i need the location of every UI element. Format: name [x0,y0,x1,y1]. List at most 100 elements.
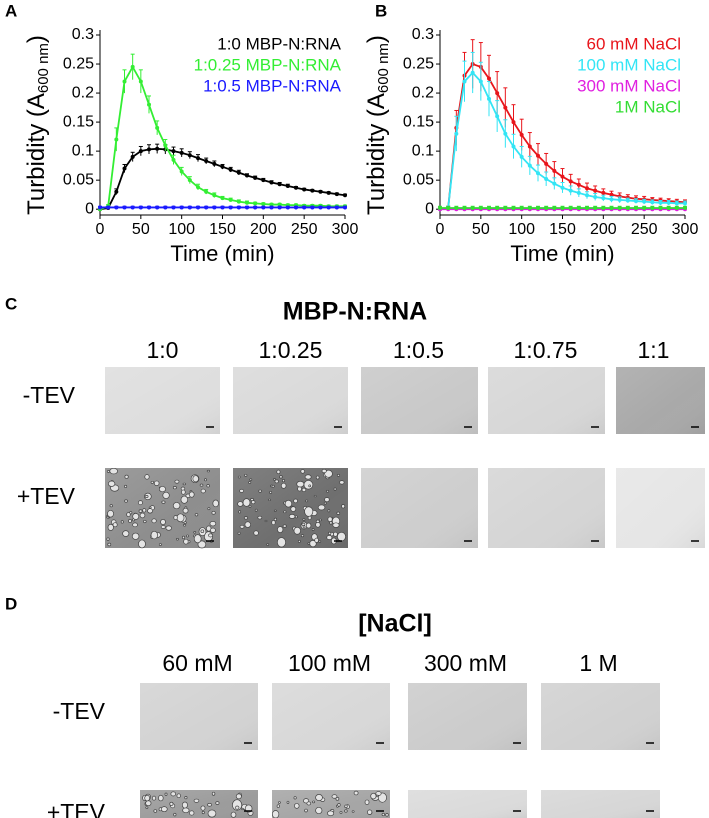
data-point [163,205,168,210]
data-point [642,199,647,204]
droplet [107,523,114,531]
droplet [107,480,116,487]
x-tick-label: 300 [332,221,359,238]
droplet [182,535,186,540]
data-point [130,205,135,210]
row-label: +TEV [17,483,76,509]
data-point [560,206,565,211]
y-tick-label: 0.2 [412,84,434,101]
droplet [312,800,316,804]
legend-entry: 1:0.25 MBP-N:RNA [194,55,342,74]
micrograph-shading [488,468,605,548]
data-point [552,206,557,211]
data-point [245,205,249,210]
droplet [160,806,168,813]
data-point [277,202,282,207]
y-tick-label: 0.3 [72,26,94,43]
y-label-close: ) [23,35,50,43]
droplet [269,491,273,494]
droplet [305,522,312,529]
data-point [204,159,209,163]
data-point [519,132,524,137]
droplet [145,806,149,809]
data-point [343,205,347,210]
data-point [171,205,176,210]
column-label: 100 mM [288,650,371,676]
data-point [568,179,573,184]
droplet [122,530,130,537]
droplet [264,519,268,523]
droplet [271,484,275,488]
data-point [470,70,475,75]
y-tick-label: 0 [85,200,94,217]
y-tick-label: 0.3 [412,26,434,43]
legend-entry: 300 mM NaCl [577,76,681,95]
data-point [220,164,225,169]
data-point [674,201,679,206]
droplet [143,519,147,524]
x-tick-label: 50 [132,221,150,238]
droplet [210,527,216,533]
data-point [503,206,508,211]
data-point [576,206,581,211]
data-point [269,202,274,207]
droplet [315,794,323,801]
droplet [153,809,158,813]
droplet [276,469,281,475]
column-label: 1 M [579,650,617,676]
droplet [276,537,286,548]
data-point [269,180,274,185]
y-label-text: Turbidity (A [23,93,50,215]
legend-entry: 60 mM NaCl [587,34,681,53]
data-point [245,200,249,205]
droplet [200,805,206,811]
droplet [208,533,213,538]
data-point [187,205,192,210]
data-point [236,199,241,204]
droplet [192,475,199,483]
droplet [200,488,206,494]
data-point [228,205,233,210]
droplet [124,484,128,488]
droplet [193,531,197,534]
droplet [193,534,202,544]
data-point [478,206,483,211]
droplet [327,810,335,817]
data-point [446,206,451,211]
data-point [495,114,500,119]
y-axis-label: Turbidity (A600 nm) [23,35,52,215]
y-label-subscript: 600 nm [375,43,392,93]
micrograph-shading [616,367,705,434]
droplet [165,525,172,531]
droplet [351,810,355,813]
droplet [301,487,307,493]
data-point [519,206,524,211]
data-point [544,206,549,211]
data-point [171,149,176,154]
data-point [625,206,630,211]
micrograph-shading [616,468,705,548]
data-point [196,156,200,161]
droplet [297,486,302,492]
droplet [258,489,262,493]
data-point [228,197,233,202]
data-point [285,183,290,188]
droplet [280,482,287,489]
droplet [274,479,279,484]
micrograph-shading [105,367,220,434]
droplet [276,804,280,808]
droplet [333,531,338,537]
data-point [454,206,459,211]
data-point [536,171,540,176]
data-point [236,170,241,175]
data-point [261,178,266,183]
y-axis-label: Turbidity (A600 nm) [363,35,392,215]
droplet [112,522,118,528]
data-point [536,206,540,211]
y-tick-label: 0.05 [403,171,434,188]
data-point [122,205,127,210]
droplet [313,495,317,498]
data-point [585,193,589,198]
droplet [302,518,306,521]
droplet [327,509,331,513]
